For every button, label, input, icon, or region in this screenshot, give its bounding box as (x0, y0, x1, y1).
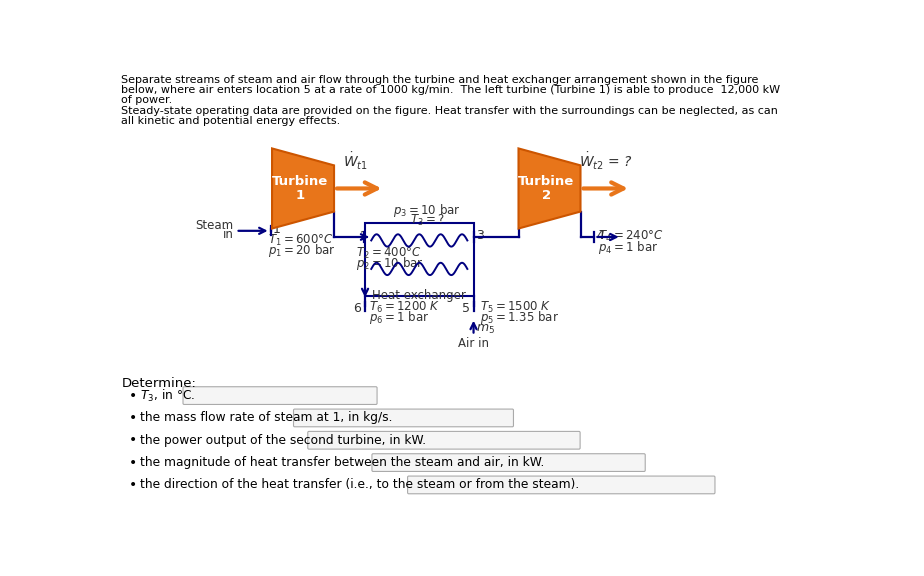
Text: •: • (128, 478, 137, 492)
Text: 2: 2 (359, 230, 368, 243)
Text: Air in: Air in (458, 337, 489, 350)
Text: 5: 5 (462, 302, 469, 315)
Polygon shape (272, 149, 334, 229)
Text: $p_5 = 1.35$ bar: $p_5 = 1.35$ bar (480, 309, 559, 327)
Text: 6: 6 (353, 302, 361, 315)
FancyBboxPatch shape (294, 409, 514, 427)
Text: Separate streams of steam and air flow through the turbine and heat exchanger ar: Separate streams of steam and air flow t… (121, 74, 759, 85)
Text: $T_1 = 600°C$: $T_1 = 600°C$ (268, 233, 334, 248)
Text: Determine:: Determine: (122, 377, 197, 390)
Text: $p_4 = 1$ bar: $p_4 = 1$ bar (599, 238, 659, 256)
Text: in: in (223, 228, 233, 241)
FancyBboxPatch shape (308, 431, 580, 449)
Text: Steady-state operating data are provided on the figure. Heat transfer with the s: Steady-state operating data are provided… (121, 105, 778, 116)
Text: •: • (128, 411, 137, 425)
Text: Turbine: Turbine (518, 175, 575, 188)
Text: $\dot{W}_{t2}$ = ?: $\dot{W}_{t2}$ = ? (579, 150, 633, 172)
Text: Heat exchanger: Heat exchanger (372, 289, 467, 302)
Text: $T_5 = 1500\ K$: $T_5 = 1500\ K$ (480, 300, 551, 315)
Text: $p_1 = 20$ bar: $p_1 = 20$ bar (268, 242, 336, 259)
Text: $T_4 = 240°C$: $T_4 = 240°C$ (599, 229, 664, 244)
Text: 1: 1 (273, 223, 281, 236)
Text: $T_2 = 400°C$: $T_2 = 400°C$ (356, 246, 421, 262)
Polygon shape (518, 149, 580, 229)
Text: 1: 1 (296, 189, 305, 202)
Text: 3: 3 (476, 229, 484, 242)
FancyBboxPatch shape (183, 386, 377, 404)
Text: Turbine: Turbine (272, 175, 328, 188)
Text: the magnitude of heat transfer between the steam and air, in kW.: the magnitude of heat transfer between t… (140, 456, 544, 469)
Text: $p_6 = 1$ bar: $p_6 = 1$ bar (369, 309, 430, 327)
Text: $\dot{W}_{t1}$: $\dot{W}_{t1}$ (344, 150, 368, 172)
Text: •: • (128, 456, 137, 469)
Text: the direction of the heat transfer (i.e., to the steam or from the steam).: the direction of the heat transfer (i.e.… (140, 479, 579, 491)
Text: 4: 4 (597, 229, 604, 242)
Bar (365, 223, 474, 296)
Text: $T_3$, in °C.: $T_3$, in °C. (140, 388, 196, 404)
Text: $p_2 = 10$ bar: $p_2 = 10$ bar (356, 256, 423, 272)
Text: $T_6 = 1200\ K$: $T_6 = 1200\ K$ (369, 300, 441, 315)
FancyBboxPatch shape (407, 476, 715, 494)
Text: 2: 2 (541, 189, 551, 202)
Text: of power.: of power. (121, 95, 172, 105)
Text: all kinetic and potential energy effects.: all kinetic and potential energy effects… (121, 116, 340, 126)
Text: Steam: Steam (195, 219, 233, 232)
Text: $T_3 = ?$: $T_3 = ?$ (409, 213, 444, 228)
Text: •: • (128, 389, 137, 403)
FancyBboxPatch shape (372, 454, 645, 471)
Text: the mass flow rate of steam at 1, in kg/s.: the mass flow rate of steam at 1, in kg/… (140, 411, 393, 425)
Text: $p_3 = 10$ bar: $p_3 = 10$ bar (393, 202, 461, 219)
Text: the power output of the second turbine, in kW.: the power output of the second turbine, … (140, 434, 426, 447)
Text: $\dot{m}_5$: $\dot{m}_5$ (476, 320, 495, 336)
Text: •: • (128, 433, 137, 447)
Text: below, where air enters location 5 at a rate of 1000 kg/min.  The left turbine (: below, where air enters location 5 at a … (121, 85, 780, 95)
